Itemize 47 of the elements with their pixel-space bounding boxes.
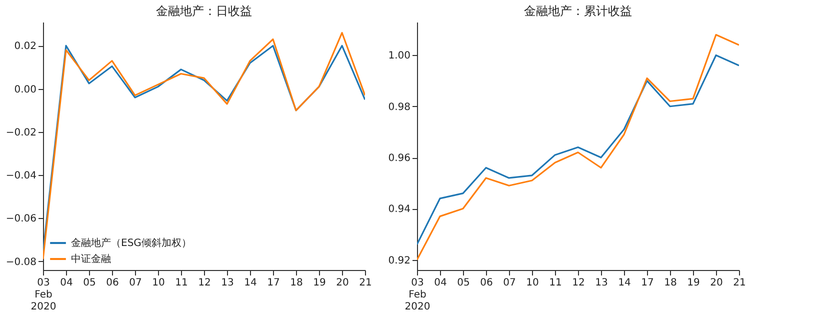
- line-series: [417, 54, 739, 246]
- x-tick-label: 18: [290, 278, 303, 288]
- x-tick-label: 05: [83, 278, 96, 288]
- y-tick-label: 0.94: [388, 204, 410, 216]
- y-tick-label: 0.02: [14, 41, 36, 52]
- x-tick-label: 20: [336, 278, 349, 288]
- x-tick-label: 21: [733, 278, 746, 288]
- x-tick-label: 10: [152, 278, 165, 288]
- x-tick-label: 17: [641, 278, 654, 288]
- y-tick-label: 0.92: [388, 255, 410, 266]
- y-tick-label: 0.00: [14, 84, 36, 96]
- x-tick-label: 13: [595, 278, 608, 288]
- y-tick-label: 1.00: [388, 50, 410, 62]
- x-tick-label: 05: [457, 278, 470, 288]
- x-tick-label: 13: [221, 278, 234, 288]
- x-tick-label: 03 Feb 2020: [30, 278, 56, 312]
- x-tick-label: 10: [526, 278, 539, 288]
- x-tick-label: 06: [106, 278, 119, 288]
- y-tick-label: 0.98: [388, 102, 410, 113]
- x-tick-label: 19: [687, 278, 700, 288]
- x-tick-label: 17: [267, 278, 280, 288]
- x-tick-label: 07: [503, 278, 516, 288]
- x-tick-label: 03 Feb 2020: [404, 278, 430, 312]
- x-tick-label: 06: [480, 278, 493, 288]
- x-tick-label: 14: [244, 278, 257, 288]
- x-tick-label: 11: [175, 278, 188, 288]
- y-tick-label: −0.02: [6, 127, 36, 138]
- chart-title: 金融地产：日收益: [156, 4, 252, 18]
- x-tick-label: 20: [710, 278, 723, 288]
- y-tick-label: −0.06: [6, 214, 36, 225]
- x-tick-label: 21: [359, 278, 372, 288]
- x-tick-label: 12: [198, 278, 211, 288]
- y-tick-label: −0.04: [6, 170, 36, 182]
- x-tick-label: 19: [313, 278, 326, 288]
- line-series: [417, 34, 739, 261]
- legend-label: 中证金融: [71, 253, 111, 265]
- x-tick-label: 04: [434, 278, 447, 288]
- x-tick-label: 18: [664, 278, 677, 288]
- x-tick-label: 07: [129, 278, 142, 288]
- y-tick-label: 0.96: [388, 153, 410, 164]
- y-tick-label: −0.08: [6, 256, 36, 268]
- x-tick-label: 12: [572, 278, 585, 288]
- legend-label: 金融地产（ESG倾斜加权）: [71, 237, 192, 249]
- chart-title: 金融地产：累计收益: [524, 4, 632, 18]
- x-tick-label: 04: [60, 278, 73, 288]
- x-tick-label: 14: [618, 278, 631, 288]
- x-tick-label: 11: [549, 278, 562, 288]
